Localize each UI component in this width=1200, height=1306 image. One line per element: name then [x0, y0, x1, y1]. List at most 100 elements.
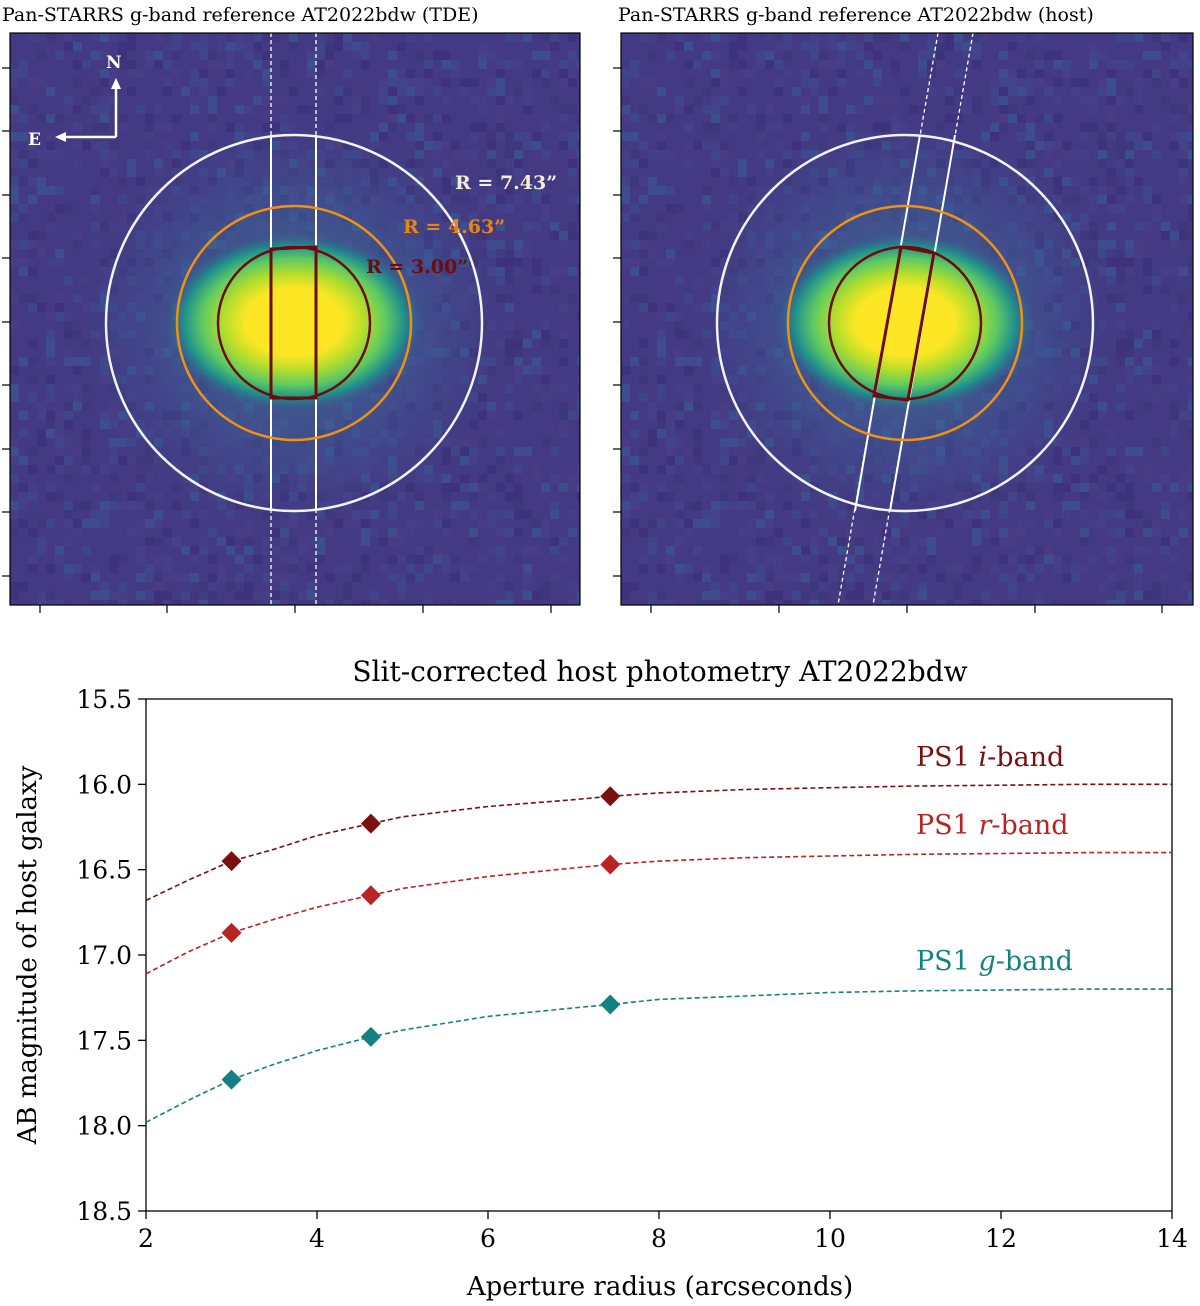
noise-pixel: [208, 528, 217, 537]
noise-pixel: [711, 105, 720, 114]
noise-pixel: [693, 447, 702, 456]
noise-pixel: [810, 537, 819, 546]
noise-pixel: [1080, 564, 1089, 573]
noise-pixel: [442, 168, 451, 177]
noise-pixel: [127, 159, 136, 168]
noise-pixel: [729, 582, 738, 591]
noise-pixel: [28, 177, 37, 186]
noise-pixel: [1125, 60, 1134, 69]
noise-pixel: [1125, 195, 1134, 204]
noise-pixel: [190, 96, 199, 105]
noise-pixel: [675, 411, 684, 420]
noise-pixel: [46, 492, 55, 501]
noise-pixel: [1161, 384, 1170, 393]
noise-pixel: [675, 33, 684, 42]
noise-pixel: [388, 96, 397, 105]
noise-pixel: [666, 312, 675, 321]
noise-pixel: [226, 600, 235, 605]
noise-pixel: [855, 528, 864, 537]
noise-pixel: [729, 42, 738, 51]
noise-pixel: [639, 177, 648, 186]
noise-pixel: [505, 123, 514, 132]
noise-pixel: [945, 96, 954, 105]
noise-pixel: [46, 114, 55, 123]
noise-pixel: [118, 132, 127, 141]
noise-pixel: [1152, 285, 1161, 294]
noise-pixel: [73, 60, 82, 69]
noise-pixel: [415, 51, 424, 60]
noise-pixel: [1089, 519, 1098, 528]
noise-pixel: [1161, 222, 1170, 231]
noise-pixel: [972, 564, 981, 573]
noise-pixel: [918, 555, 927, 564]
noise-pixel: [1134, 132, 1143, 141]
noise-pixel: [1053, 492, 1062, 501]
noise-pixel: [559, 78, 568, 87]
noise-pixel: [28, 267, 37, 276]
noise-pixel: [406, 519, 415, 528]
noise-pixel: [630, 357, 639, 366]
noise-pixel: [550, 384, 559, 393]
noise-pixel: [621, 411, 630, 420]
noise-pixel: [55, 258, 64, 267]
noise-pixel: [639, 159, 648, 168]
noise-pixel: [73, 366, 82, 375]
noise-pixel: [1125, 348, 1134, 357]
noise-pixel: [163, 573, 172, 582]
noise-pixel: [379, 600, 388, 605]
noise-pixel: [666, 294, 675, 303]
noise-pixel: [1134, 222, 1143, 231]
noise-pixel: [568, 33, 577, 42]
noise-pixel: [523, 267, 532, 276]
noise-pixel: [109, 474, 118, 483]
noise-pixel: [100, 69, 109, 78]
series-label: PS1 g-band: [916, 946, 1073, 977]
noise-pixel: [190, 69, 199, 78]
noise-pixel: [64, 564, 73, 573]
noise-pixel: [343, 33, 352, 42]
noise-pixel: [1053, 168, 1062, 177]
noise-pixel: [46, 600, 55, 605]
noise-pixel: [190, 591, 199, 600]
noise-pixel: [702, 105, 711, 114]
noise-pixel: [918, 564, 927, 573]
noise-pixel: [532, 357, 541, 366]
noise-pixel: [460, 501, 469, 510]
noise-pixel: [657, 564, 666, 573]
noise-pixel: [91, 186, 100, 195]
noise-pixel: [469, 528, 478, 537]
noise-pixel: [1044, 474, 1053, 483]
noise-pixel: [307, 537, 316, 546]
noise-pixel: [271, 528, 280, 537]
noise-pixel: [1107, 240, 1116, 249]
noise-pixel: [505, 159, 514, 168]
noise-pixel: [478, 519, 487, 528]
noise-pixel: [1179, 132, 1188, 141]
noise-pixel: [190, 537, 199, 546]
noise-pixel: [1062, 555, 1071, 564]
noise-pixel: [1125, 447, 1134, 456]
noise-pixel: [639, 303, 648, 312]
noise-pixel: [1107, 546, 1116, 555]
noise-pixel: [541, 582, 550, 591]
noise-pixel: [415, 519, 424, 528]
noise-pixel: [289, 555, 298, 564]
noise-pixel: [1080, 492, 1089, 501]
noise-pixel: [639, 33, 648, 42]
noise-pixel: [666, 465, 675, 474]
noise-pixel: [1080, 447, 1089, 456]
noise-pixel: [1170, 483, 1179, 492]
noise-pixel: [217, 537, 226, 546]
noise-pixel: [666, 348, 675, 357]
noise-pixel: [1161, 474, 1170, 483]
noise-pixel: [765, 492, 774, 501]
noise-pixel: [496, 447, 505, 456]
noise-pixel: [891, 573, 900, 582]
noise-pixel: [1098, 132, 1107, 141]
noise-pixel: [109, 555, 118, 564]
noise-pixel: [1080, 69, 1089, 78]
noise-pixel: [469, 600, 478, 605]
noise-pixel: [577, 195, 580, 204]
noise-pixel: [720, 519, 729, 528]
noise-pixel: [1080, 483, 1089, 492]
